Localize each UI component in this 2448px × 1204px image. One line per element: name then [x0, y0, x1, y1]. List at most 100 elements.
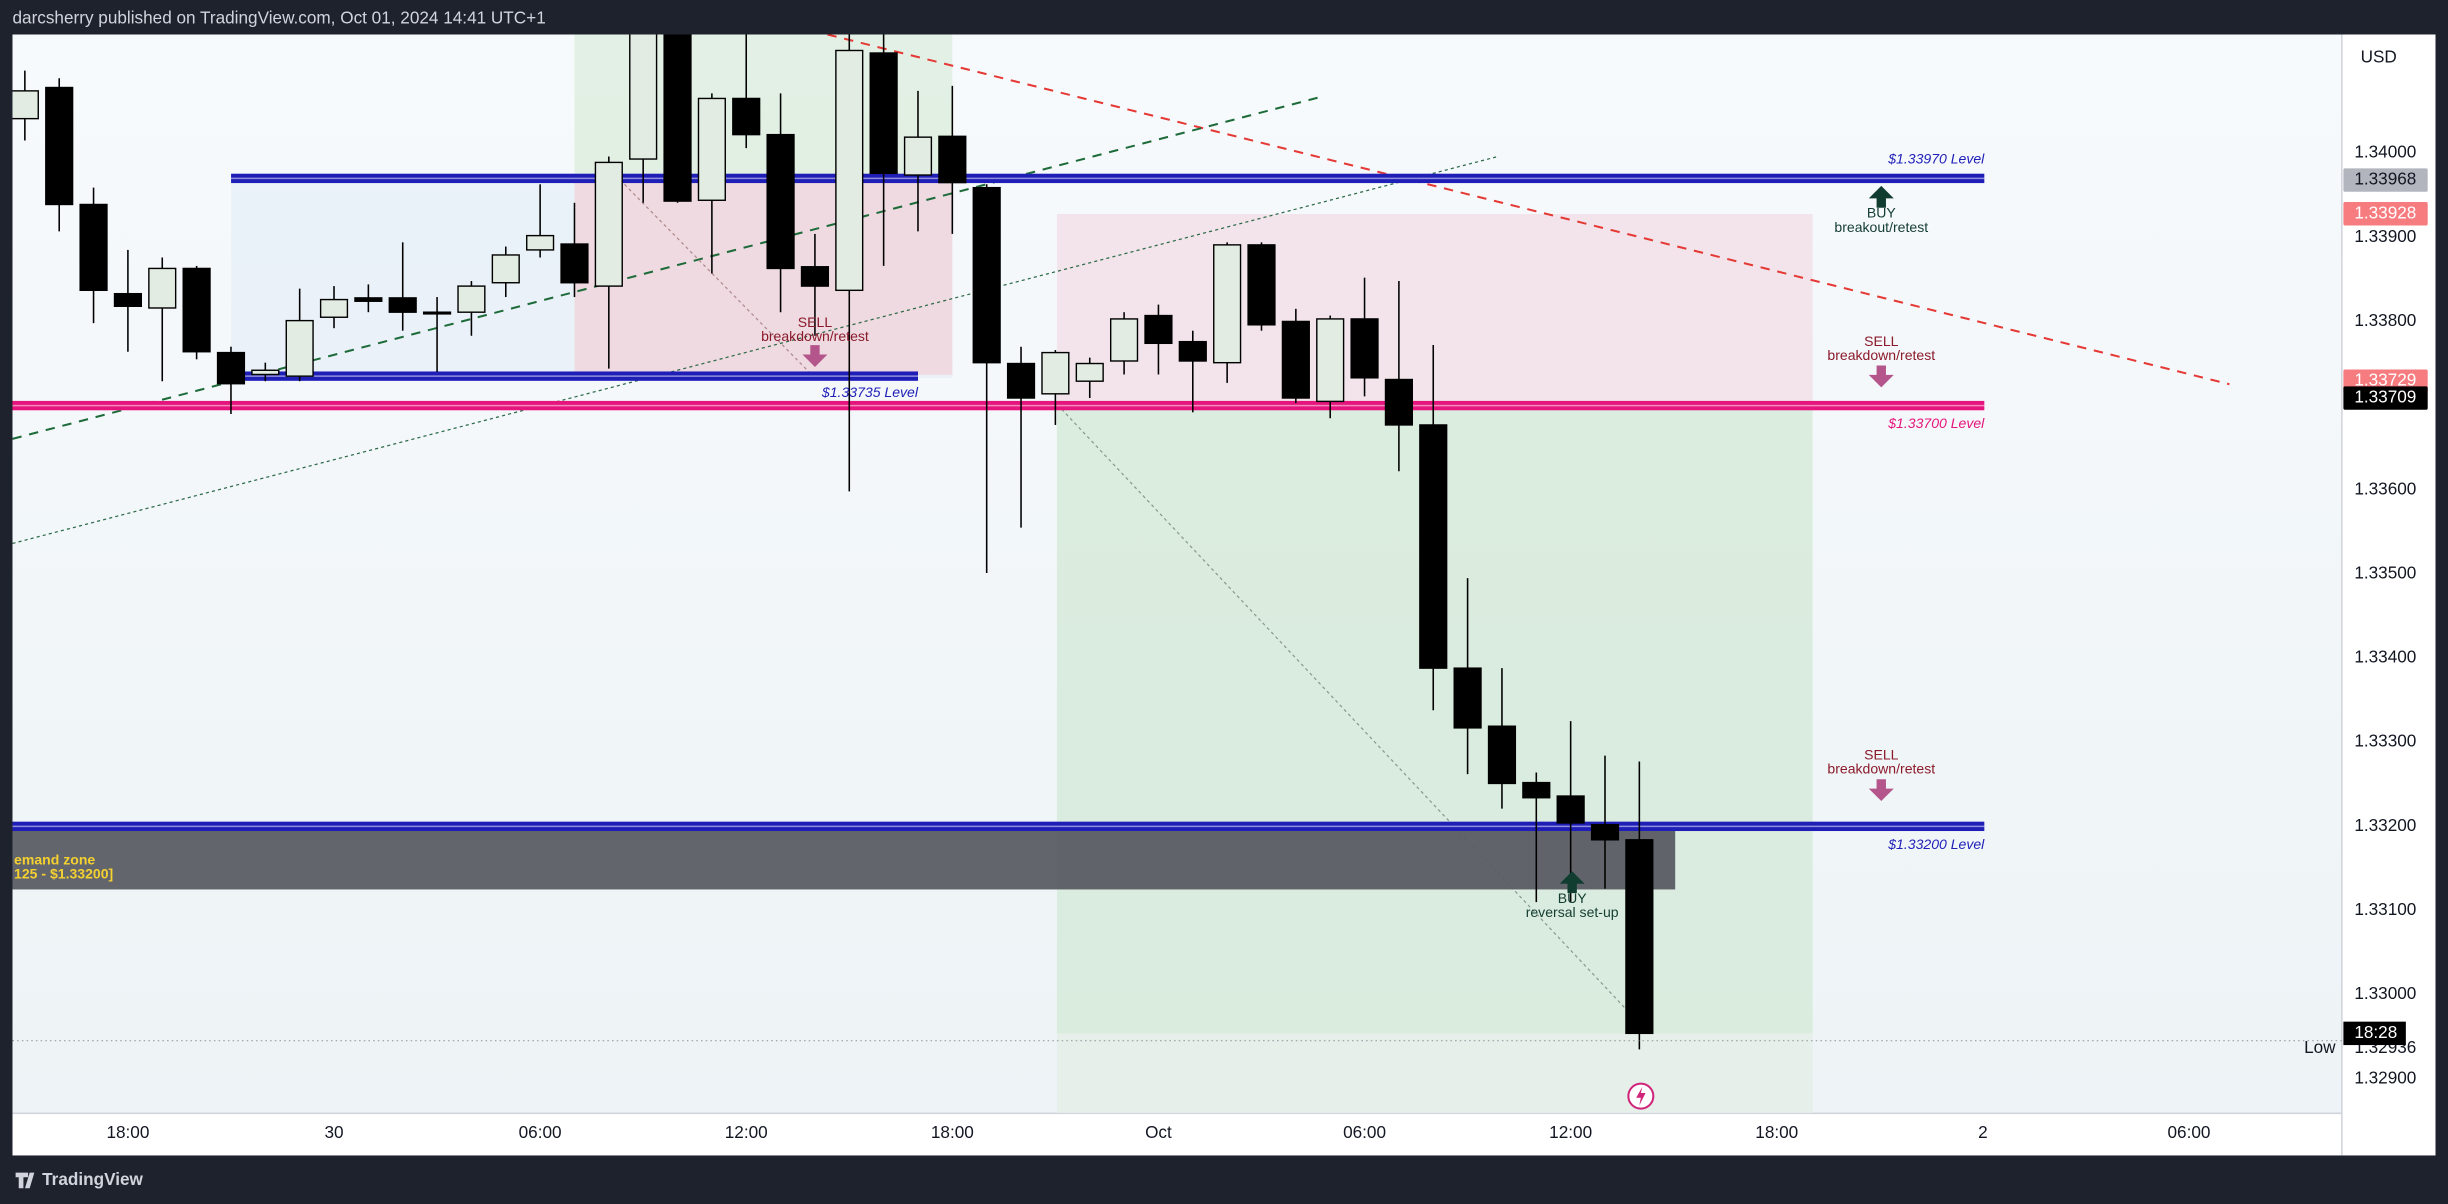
trend-line [624, 183, 813, 376]
y-tick-label: 1.33800 [2354, 310, 2416, 330]
candle-body [1109, 318, 1139, 362]
candle-body [732, 97, 761, 136]
low-label: Low [2304, 1037, 2336, 1057]
candle-body [1556, 795, 1585, 824]
plot-clip [12, 34, 1985, 1050]
candle-body [663, 34, 692, 202]
candle-body [148, 267, 177, 309]
candle-body [1178, 340, 1207, 362]
signal-arrow [802, 345, 828, 368]
trend-line [1061, 408, 1632, 1016]
price-label: 1.33709 [2354, 387, 2416, 407]
signal-label: BUY [1558, 890, 1588, 906]
candle-body [1384, 378, 1413, 426]
price-label: 1.33968 [2354, 169, 2416, 189]
signal-arrow [1868, 365, 1894, 388]
candle-body [560, 243, 589, 284]
demand-zone-label: emand zone [14, 851, 95, 867]
y-tick-label: 1.33200 [2354, 815, 2416, 835]
y-tick-label: 1.33000 [2354, 983, 2416, 1003]
candle-body [216, 351, 246, 385]
price-label: 1.33928 [2354, 202, 2416, 222]
footer-logo [15, 1172, 35, 1189]
y-tick-label: 1.33100 [2354, 899, 2416, 919]
signal-note: breakout/retest [1834, 219, 1928, 235]
candle-body [1247, 244, 1276, 326]
candle-body [491, 254, 520, 284]
candle-body [12, 90, 39, 120]
candle-body [79, 203, 108, 292]
candle-body [903, 136, 933, 176]
candle-body [1006, 362, 1036, 399]
position-stop [574, 179, 953, 375]
currency: USD [2361, 46, 2397, 66]
candle-body [1144, 314, 1173, 345]
candle-body [1041, 351, 1070, 395]
level-label: $1.33970 Level [1887, 150, 1985, 166]
candle-body [285, 319, 314, 377]
candle-body [1522, 781, 1551, 799]
candle-body [938, 135, 967, 184]
signal-label: SELL [1864, 746, 1899, 762]
level-label: $1.33200 Level [1887, 836, 1985, 852]
candle-body [869, 52, 898, 175]
x-tick-label: 06:00 [519, 1122, 562, 1142]
candle-body [1281, 320, 1310, 399]
candle-body [1453, 667, 1482, 729]
signal-note: breakdown/retest [761, 328, 869, 344]
x-tick-label: Oct [1145, 1122, 1172, 1142]
candle-body [319, 298, 349, 318]
candle-body [113, 292, 143, 308]
candle-body [835, 49, 864, 292]
y-tick-label: 1.33400 [2354, 647, 2416, 667]
x-tick-label: 30 [324, 1122, 343, 1142]
candle-body [1590, 823, 1620, 841]
level-label: $1.33700 Level [1887, 415, 1985, 431]
header: darcsherry published on TradingView.com,… [12, 7, 545, 27]
x-tick-label: 18:00 [1755, 1122, 1798, 1142]
candle-body [388, 297, 417, 313]
candle-body [1419, 424, 1448, 669]
signal-label: SELL [798, 314, 833, 330]
price-label: 1.33729 [2354, 370, 2416, 390]
candle-body [972, 186, 1001, 364]
y-tick-label: 1.33600 [2354, 478, 2416, 498]
signal-label: SELL [1864, 333, 1899, 349]
price-label-box [2343, 202, 2428, 226]
x-tick-label: 2 [1978, 1122, 1988, 1142]
candle-body [1487, 725, 1517, 785]
countdown-box [2343, 1021, 2406, 1046]
candle-body [457, 285, 486, 313]
candle-body [629, 34, 658, 160]
candle-body [1350, 318, 1379, 379]
signal-label: BUY [1867, 205, 1897, 221]
time-axis [12, 1113, 2342, 1156]
candle-body [251, 369, 280, 376]
event-icon-bolt [1636, 1086, 1646, 1106]
x-tick-label: 18:00 [106, 1122, 149, 1142]
countdown: 18:28 [2354, 1022, 2397, 1042]
position-extension [1056, 1033, 1813, 1114]
signal-arrow [1559, 871, 1585, 894]
candle-body [766, 133, 795, 270]
candle-body [1625, 839, 1654, 1035]
x-tick-label: 06:00 [1343, 1122, 1386, 1142]
candle-body [1316, 318, 1345, 403]
x-tick-label: 18:00 [931, 1122, 974, 1142]
candle-body [526, 234, 555, 251]
y-tick-label: 1.34000 [2354, 142, 2416, 162]
footer: TradingView [42, 1169, 143, 1189]
signal-note: reversal set-up [1526, 904, 1619, 920]
position-stop [1056, 214, 1813, 403]
y-tick-label: 1.33500 [2354, 562, 2416, 582]
candle-body [1075, 362, 1104, 382]
x-tick-label: 12:00 [725, 1122, 768, 1142]
signal-arrow [1868, 779, 1894, 802]
candle-body [45, 86, 74, 206]
signal-note: breakdown/retest [1827, 347, 1935, 363]
signal-arrow [1868, 185, 1894, 208]
candle-body [800, 266, 830, 287]
signal-note: breakdown/retest [1827, 761, 1935, 777]
candle-body [594, 161, 623, 287]
